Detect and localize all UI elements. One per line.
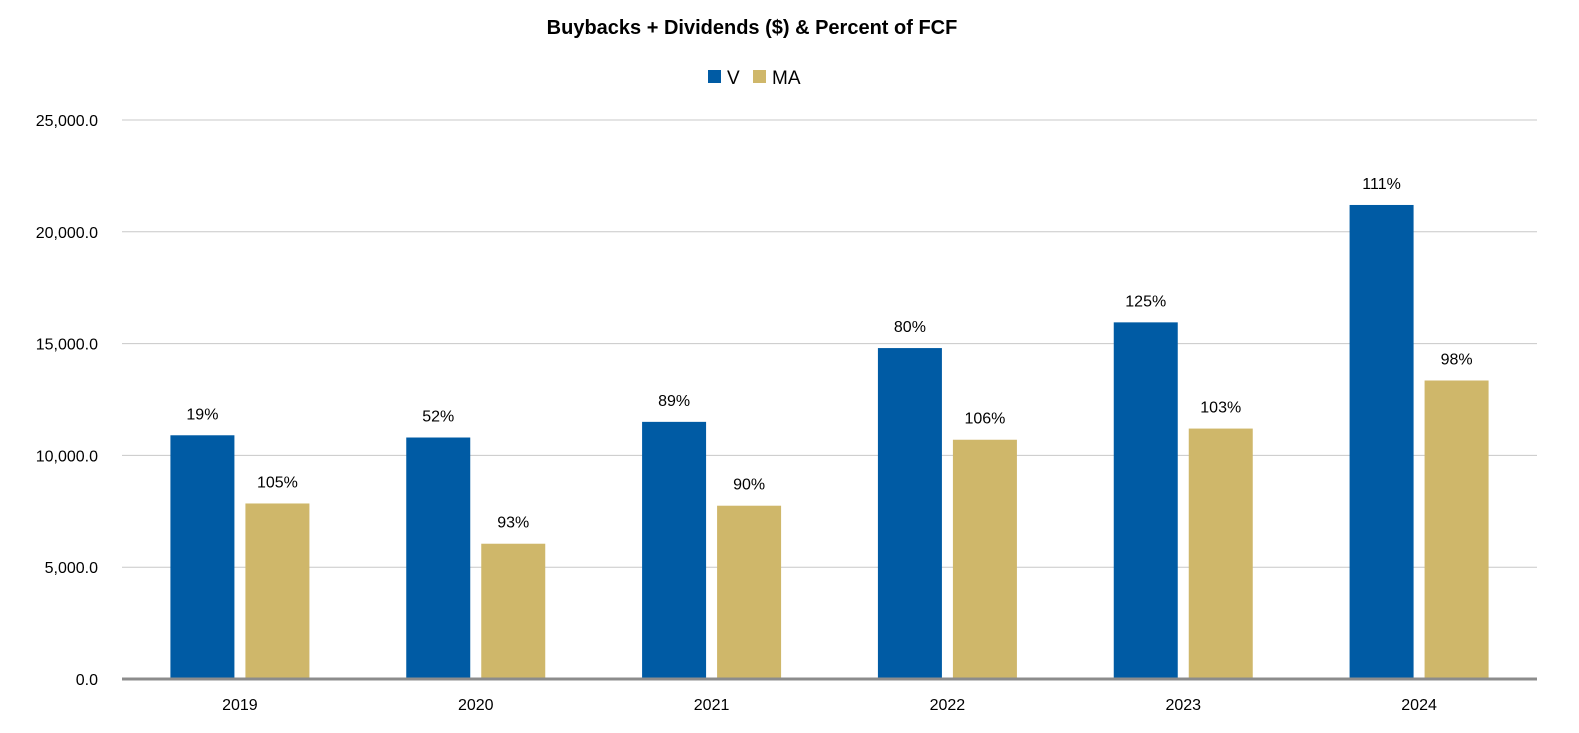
- bar-ma-2019: [245, 503, 310, 679]
- bar-ma-2022: [952, 439, 1017, 679]
- bar-ma-2021: [717, 505, 782, 679]
- bar-v-2024: [1349, 204, 1414, 679]
- data-label-v-2023: 125%: [1125, 293, 1166, 310]
- y-tick-label-0: 0.0: [76, 672, 98, 689]
- legend-swatch-v: [708, 70, 721, 83]
- x-tick-label-2023: 2023: [1165, 697, 1201, 714]
- y-tick-label-1: 5,000.0: [45, 560, 98, 577]
- bar-v-2021: [642, 421, 707, 679]
- data-label-v-2020: 52%: [422, 409, 454, 426]
- x-tick-label-2020: 2020: [458, 697, 494, 714]
- legend-label-v: V: [727, 68, 740, 89]
- y-tick-label-2: 10,000.0: [36, 448, 98, 465]
- data-label-v-2021: 89%: [658, 393, 690, 410]
- data-label-v-2024: 111%: [1362, 176, 1401, 193]
- data-label-ma-2023: 103%: [1200, 400, 1241, 417]
- data-label-v-2019: 19%: [186, 406, 218, 423]
- chart-title: Buybacks + Dividends ($) & Percent of FC…: [547, 17, 958, 39]
- bar-v-2020: [406, 437, 471, 679]
- bars: [170, 204, 1489, 679]
- data-label-v-2022: 80%: [894, 319, 926, 336]
- y-tick-label-4: 20,000.0: [36, 225, 98, 242]
- bar-ma-2024: [1424, 380, 1489, 679]
- bar-v-2023: [1113, 322, 1178, 679]
- x-tick-label-2024: 2024: [1401, 697, 1437, 714]
- data-label-ma-2020: 93%: [497, 515, 529, 532]
- gridlines: [122, 119, 1537, 568]
- legend-label-ma: MA: [772, 68, 801, 89]
- data-label-ma-2021: 90%: [733, 477, 765, 494]
- legend-swatch-ma: [753, 70, 766, 83]
- x-tick-label-2022: 2022: [930, 697, 966, 714]
- data-label-ma-2022: 106%: [964, 411, 1005, 428]
- data-label-ma-2019: 105%: [257, 474, 298, 491]
- y-tick-label-5: 25,000.0: [36, 113, 98, 130]
- bar-ma-2020: [481, 543, 546, 679]
- x-tick-label-2021: 2021: [694, 697, 730, 714]
- y-tick-label-3: 15,000.0: [36, 337, 98, 354]
- legend: V MA: [708, 68, 801, 89]
- data-label-ma-2024: 98%: [1441, 351, 1473, 368]
- x-axis-tick-labels: 2019 2020 2021 2022 2023 2024: [222, 697, 1437, 714]
- bar-v-2019: [170, 435, 235, 679]
- y-axis-tick-labels: 0.0 5,000.0 10,000.0 15,000.0 20,000.0 25,000…: [36, 113, 98, 689]
- data-labels: 19% 105% 52% 93% 89% 90% 80% 106% 125% 103% 111% 98…: [186, 176, 1472, 532]
- bar-v-2022: [877, 348, 942, 679]
- bar-ma-2023: [1188, 428, 1253, 679]
- x-tick-label-2019: 2019: [222, 697, 258, 714]
